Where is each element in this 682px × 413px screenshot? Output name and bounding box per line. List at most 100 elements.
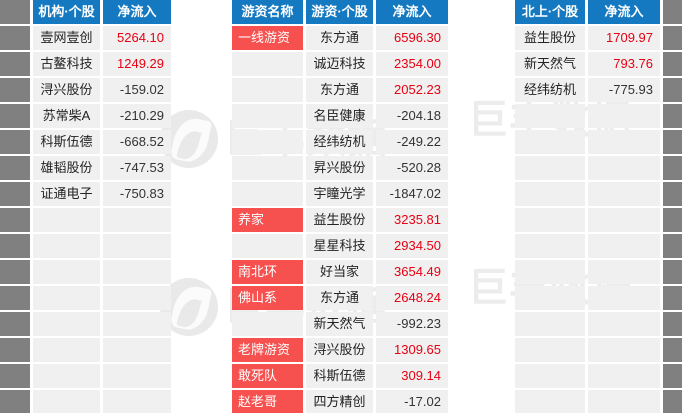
stock-name: 宇瞳光学 [306, 182, 373, 206]
empty-cell [103, 312, 171, 336]
net-inflow-value: 2648.24 [376, 286, 448, 310]
table-row-empty [515, 208, 682, 232]
empty-cell [515, 234, 585, 258]
table-row-empty [515, 130, 682, 154]
stock-name: 东方通 [306, 26, 373, 50]
column-header-stock: 机构·个股 [33, 0, 100, 24]
empty-cell [103, 260, 171, 284]
empty-cell [588, 130, 660, 154]
hotmoney-table: 游资名称 游资·个股 净流入 一线游资 东方通 6596.30 诚迈科技 2354.00 东方通… [232, 0, 451, 413]
empty-cell [588, 364, 660, 388]
net-inflow-value: -747.53 [103, 156, 171, 180]
stock-name: 新天然气 [306, 312, 373, 336]
row-marker-block [663, 286, 682, 310]
net-inflow-value: -520.28 [376, 156, 448, 180]
row-marker-block [0, 130, 30, 154]
stock-name: 浔兴股份 [33, 78, 100, 102]
table-row-empty [515, 260, 682, 284]
hotmoney-tag: 敢死队 [232, 364, 303, 388]
net-inflow-value: 2934.50 [376, 234, 448, 258]
net-inflow-value: 3235.81 [376, 208, 448, 232]
empty-cell [588, 390, 660, 413]
table-row: 名臣健康 -204.18 [232, 104, 451, 128]
stock-name: 好当家 [306, 260, 373, 284]
net-inflow-value: -668.52 [103, 130, 171, 154]
row-marker-block [663, 182, 682, 206]
net-inflow-value: -750.83 [103, 182, 171, 206]
row-marker-block [663, 78, 682, 102]
net-inflow-value: 1709.97 [588, 26, 660, 50]
table-row: 南北环 好当家 3654.49 [232, 260, 451, 284]
empty-cell [232, 156, 303, 180]
stock-name: 四方精创 [306, 390, 373, 413]
empty-cell [515, 208, 585, 232]
row-marker-block [0, 52, 30, 76]
empty-cell [515, 130, 585, 154]
empty-cell [232, 52, 303, 76]
empty-cell [33, 208, 100, 232]
empty-cell [103, 286, 171, 310]
table-row: 新天然气 -992.23 [232, 312, 451, 336]
stock-name: 经纬纺机 [306, 130, 373, 154]
table-row-empty [515, 390, 682, 413]
row-marker-block [663, 234, 682, 258]
table-row: 经纬纺机 -249.22 [232, 130, 451, 154]
net-inflow-value: -1847.02 [376, 182, 448, 206]
empty-cell [588, 338, 660, 362]
empty-cell [588, 104, 660, 128]
row-marker-block [663, 130, 682, 154]
stock-name: 东方通 [306, 286, 373, 310]
empty-cell [515, 182, 585, 206]
table-row-empty [515, 338, 682, 362]
net-inflow-value: 2354.00 [376, 52, 448, 76]
table-row-empty [515, 364, 682, 388]
row-marker-block [0, 390, 30, 413]
row-marker-block [663, 390, 682, 413]
table-row: 老牌游资 浔兴股份 1309.65 [232, 338, 451, 362]
row-marker-block [0, 208, 30, 232]
row-marker-block [663, 156, 682, 180]
column-header-hotmoney-name: 游资名称 [232, 0, 303, 24]
row-marker-block [663, 0, 682, 24]
row-marker-block [0, 78, 30, 102]
stock-name: 证通电子 [33, 182, 100, 206]
row-marker-block [663, 338, 682, 362]
table-row: 诚迈科技 2354.00 [232, 52, 451, 76]
stock-name: 雄韬股份 [33, 156, 100, 180]
hotmoney-tag: 一线游资 [232, 26, 303, 50]
table-row: 壹网壹创 5264.10 [0, 26, 174, 50]
table-row: 敢死队 科斯伍德 309.14 [232, 364, 451, 388]
stock-name: 壹网壹创 [33, 26, 100, 50]
table-row: 佛山系 东方通 2648.24 [232, 286, 451, 310]
stock-name: 益生股份 [515, 26, 585, 50]
hotmoney-tag: 佛山系 [232, 286, 303, 310]
row-marker-block [0, 234, 30, 258]
net-inflow-value: -17.02 [376, 390, 448, 413]
stock-name: 东方通 [306, 78, 373, 102]
net-inflow-value: -210.29 [103, 104, 171, 128]
empty-cell [33, 364, 100, 388]
table-row: 益生股份 1709.97 [515, 26, 682, 50]
table-row: 浔兴股份 -159.02 [0, 78, 174, 102]
table-row-empty [515, 234, 682, 258]
table-row: 东方通 2052.23 [232, 78, 451, 102]
row-marker-block [0, 338, 30, 362]
net-inflow-value: -159.02 [103, 78, 171, 102]
hotmoney-tag: 南北环 [232, 260, 303, 284]
stock-name: 古鳌科技 [33, 52, 100, 76]
table-row: 养家 益生股份 3235.81 [232, 208, 451, 232]
stock-name: 名臣健康 [306, 104, 373, 128]
row-marker-block [0, 182, 30, 206]
empty-cell [103, 364, 171, 388]
stock-name: 新天然气 [515, 52, 585, 76]
table-row: 证通电子 -750.83 [0, 182, 174, 206]
hotmoney-tag: 老牌游资 [232, 338, 303, 362]
table-row-empty [0, 364, 174, 388]
institution-table: 机构·个股 净流入 壹网壹创 5264.10 古鳌科技 1249.29 浔兴股份 -159.0… [0, 0, 174, 413]
stock-name: 浔兴股份 [306, 338, 373, 362]
table-row: 宇瞳光学 -1847.02 [232, 182, 451, 206]
empty-cell [232, 312, 303, 336]
column-header-netinflow: 净流入 [103, 0, 171, 24]
row-marker-block [0, 364, 30, 388]
